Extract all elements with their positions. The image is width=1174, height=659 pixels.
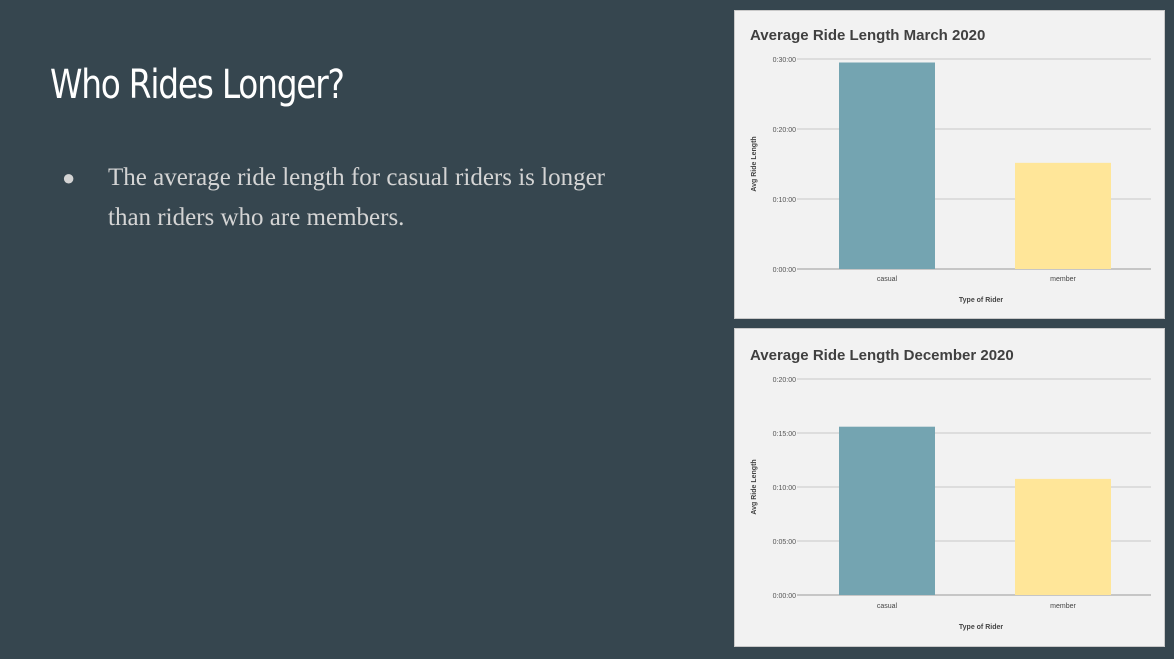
y-axis-label: Avg Ride Length bbox=[751, 136, 758, 191]
bar-member bbox=[1015, 478, 1111, 595]
y-tick-label: 0:10:00 bbox=[773, 485, 796, 492]
chart-december-2020: Average Ride Length December 2020 0:00:00… bbox=[734, 328, 1165, 647]
chart-title: Average Ride Length December 2020 bbox=[750, 347, 1014, 364]
y-tick-label: 0:15:00 bbox=[773, 431, 796, 438]
y-tick-label: 0:00:00 bbox=[773, 593, 796, 600]
bullet-list: ● The average ride length for casual rid… bbox=[62, 158, 652, 238]
x-axis-label: Type of Rider bbox=[959, 624, 1003, 631]
y-tick-label: 0:00:00 bbox=[773, 267, 796, 274]
y-tick-label: 0:20:00 bbox=[773, 377, 796, 384]
chart-march-2020: Average Ride Length March 2020 0:00:00 0:1… bbox=[734, 10, 1165, 319]
bullet-dot-icon: ● bbox=[62, 165, 76, 190]
y-axis-label: Avg Ride Length bbox=[751, 459, 758, 514]
y-tick-label: 0:30:00 bbox=[773, 57, 796, 64]
bullet-item: ● The average ride length for casual rid… bbox=[62, 158, 652, 238]
chart-title: Average Ride Length March 2020 bbox=[750, 27, 985, 44]
slide-title: Who Rides Longer? bbox=[50, 62, 345, 108]
bar-member bbox=[1015, 162, 1111, 269]
chart-svg: Average Ride Length March 2020 0:00:00 0:1… bbox=[750, 27, 1151, 304]
bar-casual bbox=[839, 62, 935, 269]
y-tick-label: 0:20:00 bbox=[773, 127, 796, 134]
y-tick-label: 0:10:00 bbox=[773, 197, 796, 204]
y-tick-label: 0:05:00 bbox=[773, 539, 796, 546]
x-tick-label: member bbox=[1050, 603, 1076, 610]
chart-svg: Average Ride Length December 2020 0:00:00… bbox=[750, 347, 1151, 631]
x-axis-label: Type of Rider bbox=[959, 297, 1003, 304]
x-tick-label: casual bbox=[877, 276, 898, 283]
x-tick-label: member bbox=[1050, 276, 1076, 283]
bar-casual bbox=[839, 426, 935, 595]
bullet-text: The average ride length for casual rider… bbox=[108, 164, 606, 231]
x-tick-label: casual bbox=[877, 603, 898, 610]
